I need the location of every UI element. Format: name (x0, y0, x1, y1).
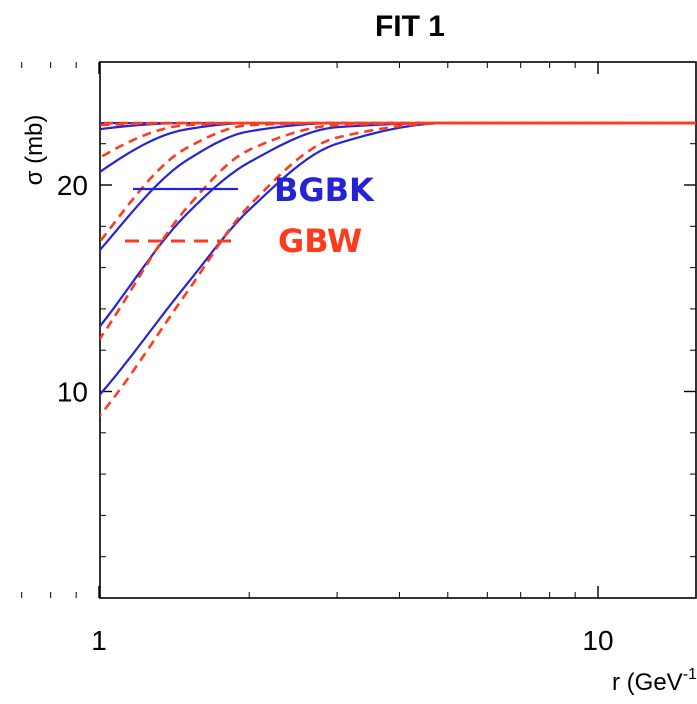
major-ticks (100, 143, 696, 558)
chart-title: FIT 1 (375, 10, 445, 43)
minor-ticks (21, 62, 599, 598)
y-tick-label: 20 (57, 170, 88, 201)
legend-label-gbw: GBW (278, 222, 362, 260)
x-axis-label-exponent: -1 (683, 666, 697, 683)
x-axis-label-main: r (GeV (612, 669, 683, 696)
curves (100, 121, 696, 418)
series-line-gbw-9 (100, 121, 696, 244)
y-tick-labels: 10 20 (57, 170, 88, 408)
legend: BGBK GBW (125, 171, 375, 260)
y-tick-label: 10 (57, 377, 88, 408)
x-tick-label: 1 (91, 625, 107, 656)
plot-frame (99, 61, 697, 599)
x-axis-label: r (GeV-1) (612, 666, 697, 696)
legend-label-bgbk: BGBK (274, 171, 375, 209)
x-tick-label: 10 (582, 625, 613, 656)
y-axis-label: σ (mb) (21, 115, 48, 186)
